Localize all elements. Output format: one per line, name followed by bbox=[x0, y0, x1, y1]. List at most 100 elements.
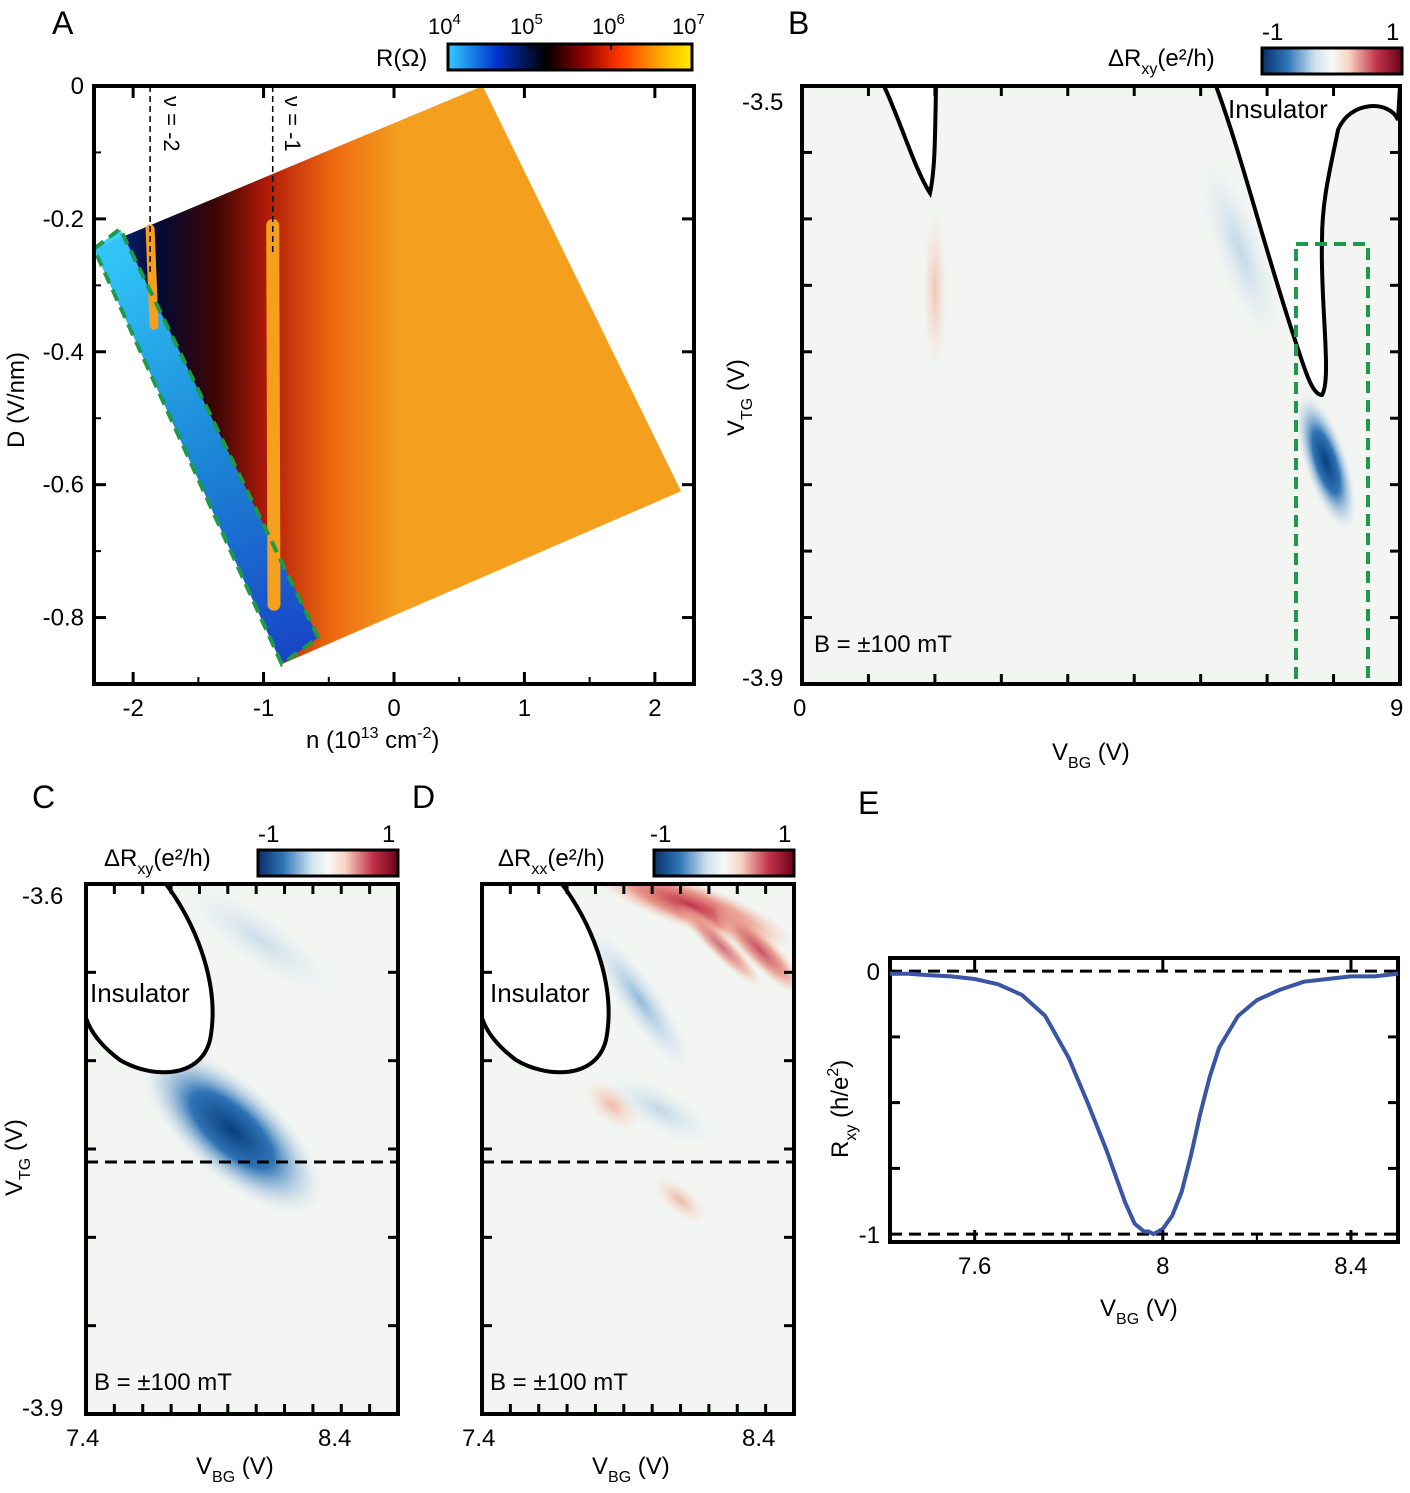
panel-e-x-label: VBG (V) bbox=[1100, 1295, 1178, 1328]
panel-c-x-tick-right: 8.4 bbox=[318, 1425, 351, 1452]
panel-b-insulator-region-2 bbox=[1213, 86, 1400, 398]
panel-d-insulator-label: Insulator bbox=[490, 978, 590, 1008]
panel-d-colorbar-max: 1 bbox=[778, 821, 791, 848]
panel-c-heatmap bbox=[86, 884, 398, 1414]
panel-a-x-label: n (1013 cm-2) bbox=[306, 725, 439, 754]
panel-d-blue-blob bbox=[606, 1074, 714, 1146]
panel-e-y-label: Rxy (h/e2) bbox=[825, 1060, 860, 1158]
panel-d-colorbar-min: -1 bbox=[650, 821, 671, 848]
panel-e-x-tick-label: 7.6 bbox=[958, 1253, 991, 1280]
panel-a-band-outline bbox=[94, 225, 321, 668]
panel-d-red-blob-1 bbox=[584, 1080, 640, 1130]
panel-d-red-stripe-2 bbox=[712, 902, 794, 998]
panel-a-colorbar-gradient bbox=[446, 42, 694, 72]
panel-b-faint-blue-band bbox=[1198, 155, 1282, 345]
panel-a-x-ticks: -2 -1 0 1 2 bbox=[122, 86, 662, 722]
panel-a-nu-minus-2-label: ν = -2 bbox=[159, 96, 184, 152]
panel-c-negative-lobe bbox=[140, 1045, 324, 1215]
panel-c-colorbar-gradient bbox=[256, 848, 400, 878]
panel-c: C ΔRxy(e²/h) -1 1 Insulator B = ±100 mT … bbox=[1, 779, 400, 1486]
panel-b-negative-lobe bbox=[1295, 393, 1357, 531]
panel-e-ticks bbox=[890, 958, 1398, 1242]
panel-d-colorbar-gradient bbox=[652, 848, 796, 878]
panel-c-colorbar-min: -1 bbox=[258, 821, 279, 848]
panel-d-colorbar: ΔRxx(e²/h) -1 1 bbox=[498, 821, 796, 878]
svg-text:105: 105 bbox=[510, 11, 543, 39]
panel-e-letter: E bbox=[858, 785, 879, 821]
panel-a-colorbar-tick-4: 107 bbox=[672, 11, 705, 39]
panel-b-insulator-region-1 bbox=[881, 86, 939, 199]
panel-e-y-tick-label: -1 bbox=[859, 1222, 880, 1249]
panel-a-nu-minus-2-feature bbox=[145, 224, 159, 330]
panel-d-colorbar-label: ΔRxx(e²/h) bbox=[498, 845, 605, 878]
panel-b-letter: B bbox=[788, 5, 809, 41]
panel-a-colorbar-label: R(Ω) bbox=[376, 45, 427, 72]
panel-a-y-label: D (V/nm) bbox=[3, 352, 30, 448]
panel-a-nu-minus-1-label: ν = -1 bbox=[280, 96, 305, 152]
panel-e: E 7.6 8 8.4 0 -1 VBG (V) Rxy (h/e2) bbox=[825, 785, 1400, 1328]
panel-b-colorbar-label: ΔRxy(e²/h) bbox=[1108, 45, 1215, 78]
panel-c-faint-band bbox=[184, 884, 336, 996]
panel-b-annotation: B = ±100 mT bbox=[814, 631, 952, 658]
panel-b-ticks bbox=[802, 86, 1400, 684]
panel-a-colorbar-tick-2: 105 bbox=[510, 11, 543, 39]
panel-b-y-tick-top: -3.5 bbox=[742, 89, 783, 116]
svg-text:104: 104 bbox=[428, 11, 461, 39]
panel-d-x-tick-left: 7.4 bbox=[462, 1425, 495, 1452]
panel-c-y-tick-bottom: -3.9 bbox=[22, 1395, 63, 1422]
svg-text:106: 106 bbox=[592, 11, 625, 39]
panel-a-y-tick-label: -0.8 bbox=[43, 605, 84, 632]
panel-e-y-tick-label: 0 bbox=[867, 959, 880, 986]
panel-d-x-label: VBG (V) bbox=[592, 1453, 670, 1486]
panel-d-ticks bbox=[482, 884, 794, 1414]
panel-b-x-tick-left: 0 bbox=[793, 695, 806, 722]
panel-e-x-tick-label: 8 bbox=[1156, 1253, 1169, 1280]
panel-d-red-stripe-3 bbox=[676, 901, 764, 989]
panel-c-x-label: VBG (V) bbox=[196, 1453, 274, 1486]
panel-a-heatmap bbox=[94, 86, 681, 668]
panel-e-tick-labels: 7.6 8 8.4 0 -1 bbox=[859, 959, 1368, 1280]
panel-a-y-tick-label: -0.6 bbox=[43, 472, 84, 499]
panel-b-colorbar-min: -1 bbox=[1262, 19, 1283, 46]
panel-b-y-label: VTG (V) bbox=[723, 359, 756, 436]
panel-a-colorbar-tick-3: 106 bbox=[592, 11, 625, 39]
panel-d-x-tick-right: 8.4 bbox=[742, 1425, 775, 1452]
panel-c-y-tick-top: -3.6 bbox=[22, 883, 63, 910]
panel-c-colorbar-label: ΔRxy(e²/h) bbox=[104, 845, 211, 878]
panel-c-colorbar-max: 1 bbox=[382, 821, 395, 848]
panel-c-y-label: VTG (V) bbox=[1, 1119, 34, 1196]
panel-b-colorbar: ΔRxy(e²/h) -1 1 bbox=[1108, 19, 1404, 78]
panel-b-heatmap bbox=[802, 86, 1400, 684]
panel-b-x-label: VBG (V) bbox=[1052, 739, 1130, 772]
panel-a-x-tick-label: 0 bbox=[387, 695, 400, 722]
panel-d: D ΔRxx(e²/h) -1 1 Insulator B = ±100 mT … bbox=[412, 779, 796, 1486]
panel-a-low-resistance-band bbox=[94, 228, 319, 665]
panel-b-insulator-label: Insulator bbox=[1228, 94, 1328, 124]
panel-b-frame bbox=[800, 84, 1402, 686]
panel-b-colorbar-gradient bbox=[1260, 46, 1404, 76]
panel-c-ticks bbox=[86, 884, 398, 1414]
panel-a-colorbar: R(Ω) 104 105 106 107 bbox=[376, 11, 705, 72]
panel-d-letter: D bbox=[412, 779, 435, 815]
panel-a-colorbar-tick-1: 104 bbox=[428, 11, 461, 39]
panel-a-x-tick-label: 1 bbox=[518, 695, 531, 722]
panel-b: B ΔRxy(e²/h) -1 1 Insulator B = ±100 mT … bbox=[723, 5, 1404, 772]
panel-b-y-tick-bottom: -3.9 bbox=[742, 665, 783, 692]
panel-a-x-tick-label: -1 bbox=[253, 695, 274, 722]
panel-c-colorbar: ΔRxy(e²/h) -1 1 bbox=[104, 821, 400, 878]
panel-a-x-tick-label: 2 bbox=[648, 695, 661, 722]
panel-d-blue-stripe bbox=[588, 929, 692, 1071]
panel-b-colorbar-max: 1 bbox=[1386, 19, 1399, 46]
panel-a-y-ticks: 0 -0.2 -0.4 -0.6 -0.8 bbox=[43, 73, 694, 632]
panel-a-y-tick-label: -0.4 bbox=[43, 339, 84, 366]
panel-e-x-tick-label: 8.4 bbox=[1334, 1253, 1367, 1280]
panel-a-y-tick-label: -0.2 bbox=[43, 206, 84, 233]
panel-d-annotation: B = ±100 mT bbox=[490, 1369, 628, 1396]
panel-d-heatmap bbox=[482, 884, 794, 1414]
panel-e-frame bbox=[888, 956, 1400, 1244]
panel-d-insulator-region bbox=[482, 884, 611, 1075]
panel-c-insulator-region bbox=[86, 884, 215, 1075]
panel-a: A R(Ω) 104 105 106 107 bbox=[3, 5, 705, 754]
panel-b-x-tick-right: 9 bbox=[1390, 695, 1403, 722]
